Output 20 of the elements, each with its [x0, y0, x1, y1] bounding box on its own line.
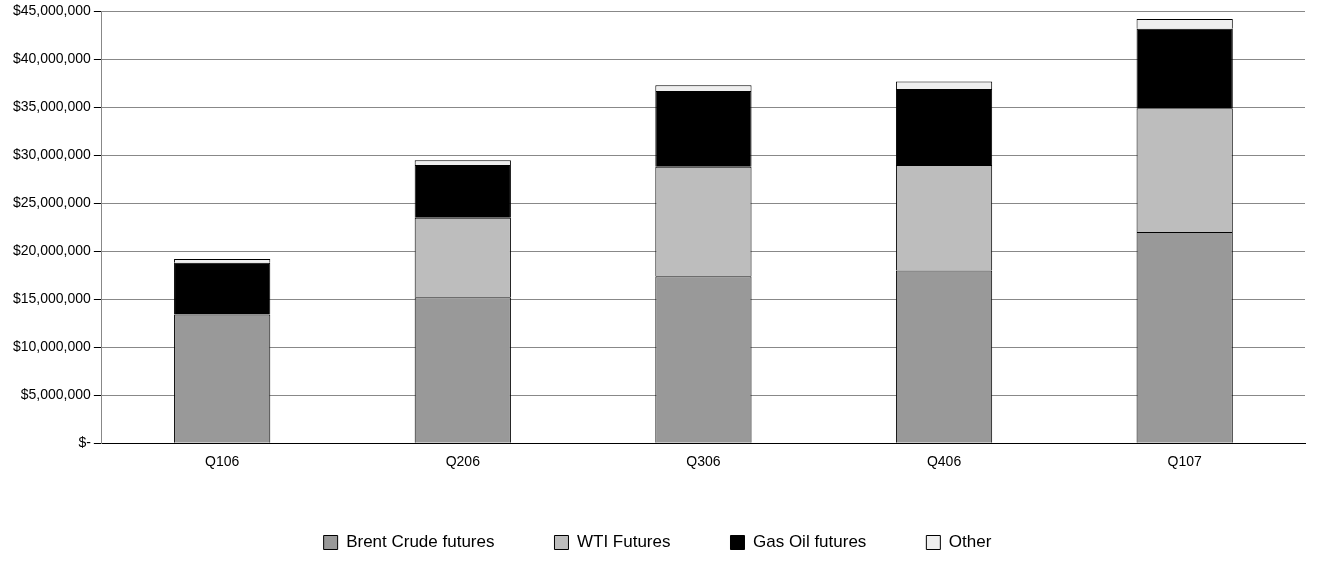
x-tick-label: Q107	[1167, 453, 1203, 470]
x-tick-label: Q106	[205, 453, 240, 470]
x-tick-label: Q206	[445, 453, 481, 470]
y-tick-label: $30,000,000	[13, 146, 92, 163]
legend-label: WTI Futures	[576, 532, 671, 552]
legend-label: Gas Oil futures	[752, 532, 867, 552]
legend-label: Brent Crude futures	[346, 532, 495, 552]
y-tick-label: $15,000,000	[13, 290, 92, 307]
bar	[655, 91, 752, 167]
y-tick-label: $-	[78, 434, 92, 451]
y-tick-label: $20,000,000	[13, 242, 92, 259]
y-tick-label: $35,000,000	[13, 98, 92, 115]
legend-label: Other	[948, 532, 992, 552]
y-tick-label: $25,000,000	[13, 194, 92, 211]
x-tick-label: Q306	[686, 453, 721, 470]
y-tick-label: $5,000,000	[20, 386, 92, 403]
x-tick-label: Q406	[926, 453, 962, 470]
y-tick-label: $40,000,000	[13, 50, 92, 67]
y-tick-label: $45,000,000	[13, 2, 92, 19]
y-tick-label: $10,000,000	[13, 338, 92, 355]
